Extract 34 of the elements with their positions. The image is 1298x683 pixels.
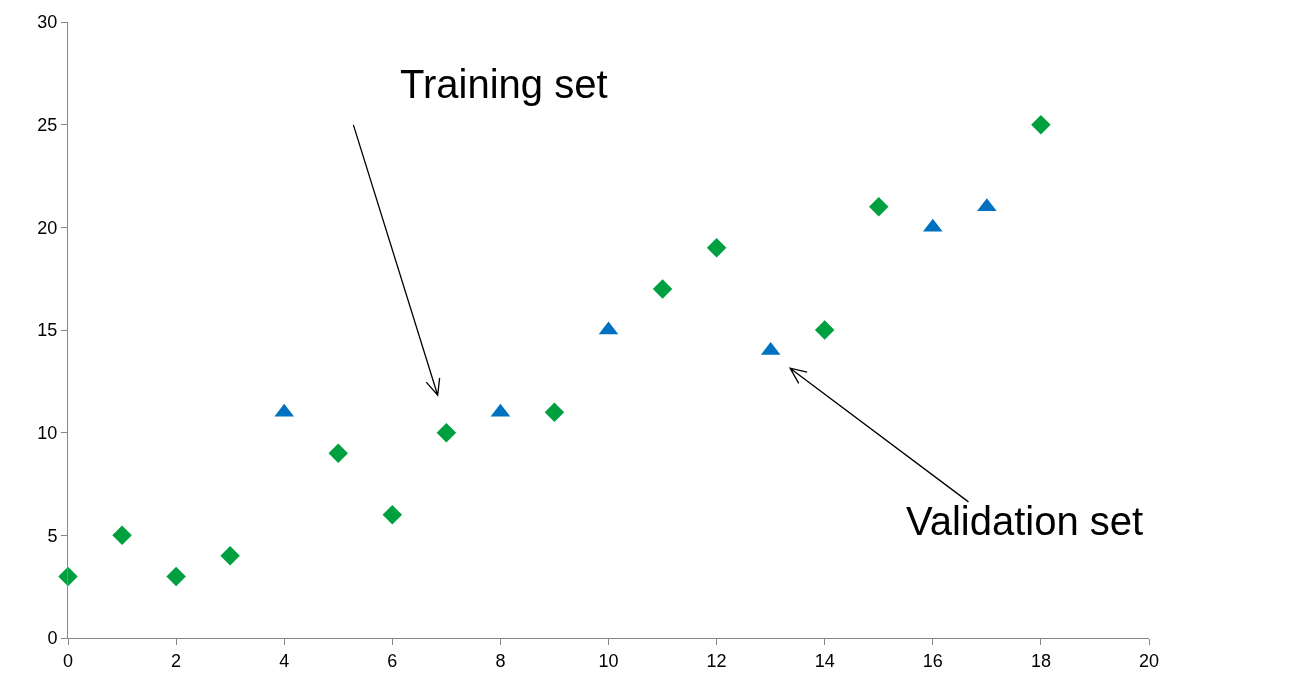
x-tick-label: 16 xyxy=(922,650,943,671)
point xyxy=(1031,114,1051,135)
x-tick-label: 8 xyxy=(495,650,506,671)
y-tick-label: 5 xyxy=(47,525,58,546)
point xyxy=(706,238,727,258)
point xyxy=(652,279,673,299)
point xyxy=(328,443,348,463)
x-tick-label: 18 xyxy=(1030,650,1051,671)
point xyxy=(869,197,889,217)
x-tick-label: 14 xyxy=(814,650,835,671)
point xyxy=(112,525,132,546)
x-tick-label: 2 xyxy=(171,650,182,671)
y-tick-label: 30 xyxy=(37,12,58,33)
x-tick-label: 10 xyxy=(598,650,619,671)
point xyxy=(814,320,835,340)
point xyxy=(220,546,240,566)
x-tick-label: 0 xyxy=(62,650,74,671)
point xyxy=(382,505,403,525)
point xyxy=(58,566,78,587)
y-tick-label: 0 xyxy=(47,628,58,649)
y-tick-label: 15 xyxy=(37,320,58,341)
point xyxy=(977,198,997,212)
x-tick-label: 4 xyxy=(279,650,290,671)
x-tick-label: 6 xyxy=(387,650,398,671)
x-tick-label: 20 xyxy=(1138,650,1160,671)
x-tick-label: 12 xyxy=(706,650,727,671)
annotation: Training set xyxy=(400,62,608,106)
point xyxy=(166,566,186,587)
point xyxy=(544,402,565,422)
annotation: Validation set xyxy=(906,499,1144,543)
y-tick-label: 25 xyxy=(37,114,58,135)
y-tick-label: 10 xyxy=(37,422,58,443)
y-tick-label: 20 xyxy=(37,217,58,238)
point xyxy=(436,422,457,443)
